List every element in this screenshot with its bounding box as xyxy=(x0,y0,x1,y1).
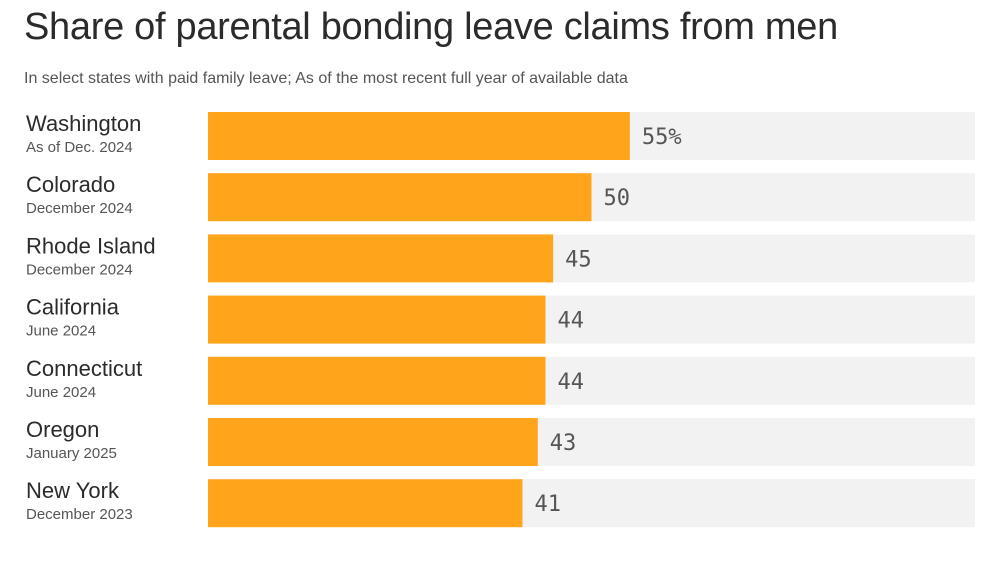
category-label-new-york: New York xyxy=(26,478,120,503)
value-label-california: 44 xyxy=(557,309,584,334)
category-label-california: California xyxy=(26,295,120,320)
bar-row-new-york: 41 New York December 2023 xyxy=(26,478,975,528)
bar-row-colorado: 50 Colorado December 2024 xyxy=(26,172,975,222)
chart-subtitle: In select states with paid family leave;… xyxy=(24,70,628,87)
value-label-colorado: 50 xyxy=(604,186,631,211)
value-label-connecticut: 44 xyxy=(557,370,584,395)
category-label-colorado: Colorado xyxy=(26,172,115,197)
value-label-rhode-island: 45 xyxy=(565,247,592,272)
bar-track-rhode-island xyxy=(208,234,975,283)
bar-colorado xyxy=(208,173,592,222)
category-date-connecticut: June 2024 xyxy=(26,384,96,401)
bar-track-washington xyxy=(208,112,975,160)
value-label-oregon: 43 xyxy=(550,431,577,456)
category-label-rhode-island: Rhode Island xyxy=(26,233,156,258)
bar-row-washington: 55% Washington As of Dec. 2024 xyxy=(26,111,975,160)
category-date-oregon: January 2025 xyxy=(26,445,117,462)
category-date-california: June 2024 xyxy=(26,323,96,340)
bar-row-oregon: 43 Oregon January 2025 xyxy=(26,417,975,466)
bar-new-york xyxy=(208,479,523,528)
bar-oregon xyxy=(208,418,538,466)
bar-row-california: 44 California June 2024 xyxy=(26,295,975,344)
chart-title: Share of parental bonding leave claims f… xyxy=(24,6,838,48)
value-label-washington: 55% xyxy=(642,125,682,150)
category-date-colorado: December 2024 xyxy=(26,200,133,217)
category-label-oregon: Oregon xyxy=(26,417,99,442)
bar-rhode-island xyxy=(208,234,554,283)
category-label-washington: Washington xyxy=(26,111,141,136)
bar-track-california xyxy=(208,295,975,344)
category-label-connecticut: Connecticut xyxy=(26,356,142,381)
bar-track-oregon xyxy=(208,418,975,466)
bar-track-colorado xyxy=(208,173,975,222)
bar-washington xyxy=(208,112,630,160)
value-label-new-york: 41 xyxy=(534,492,561,517)
bar-track-connecticut xyxy=(208,356,975,405)
bar-track-new-york xyxy=(208,479,975,528)
category-date-washington: As of Dec. 2024 xyxy=(26,139,133,156)
category-date-rhode-island: December 2024 xyxy=(26,261,133,278)
bar-row-rhode-island: 45 Rhode Island December 2024 xyxy=(26,233,975,283)
category-date-new-york: December 2023 xyxy=(26,506,133,523)
bar-row-connecticut: 44 Connecticut June 2024 xyxy=(26,356,975,405)
bar-california xyxy=(208,295,546,344)
bar-connecticut xyxy=(208,356,546,405)
